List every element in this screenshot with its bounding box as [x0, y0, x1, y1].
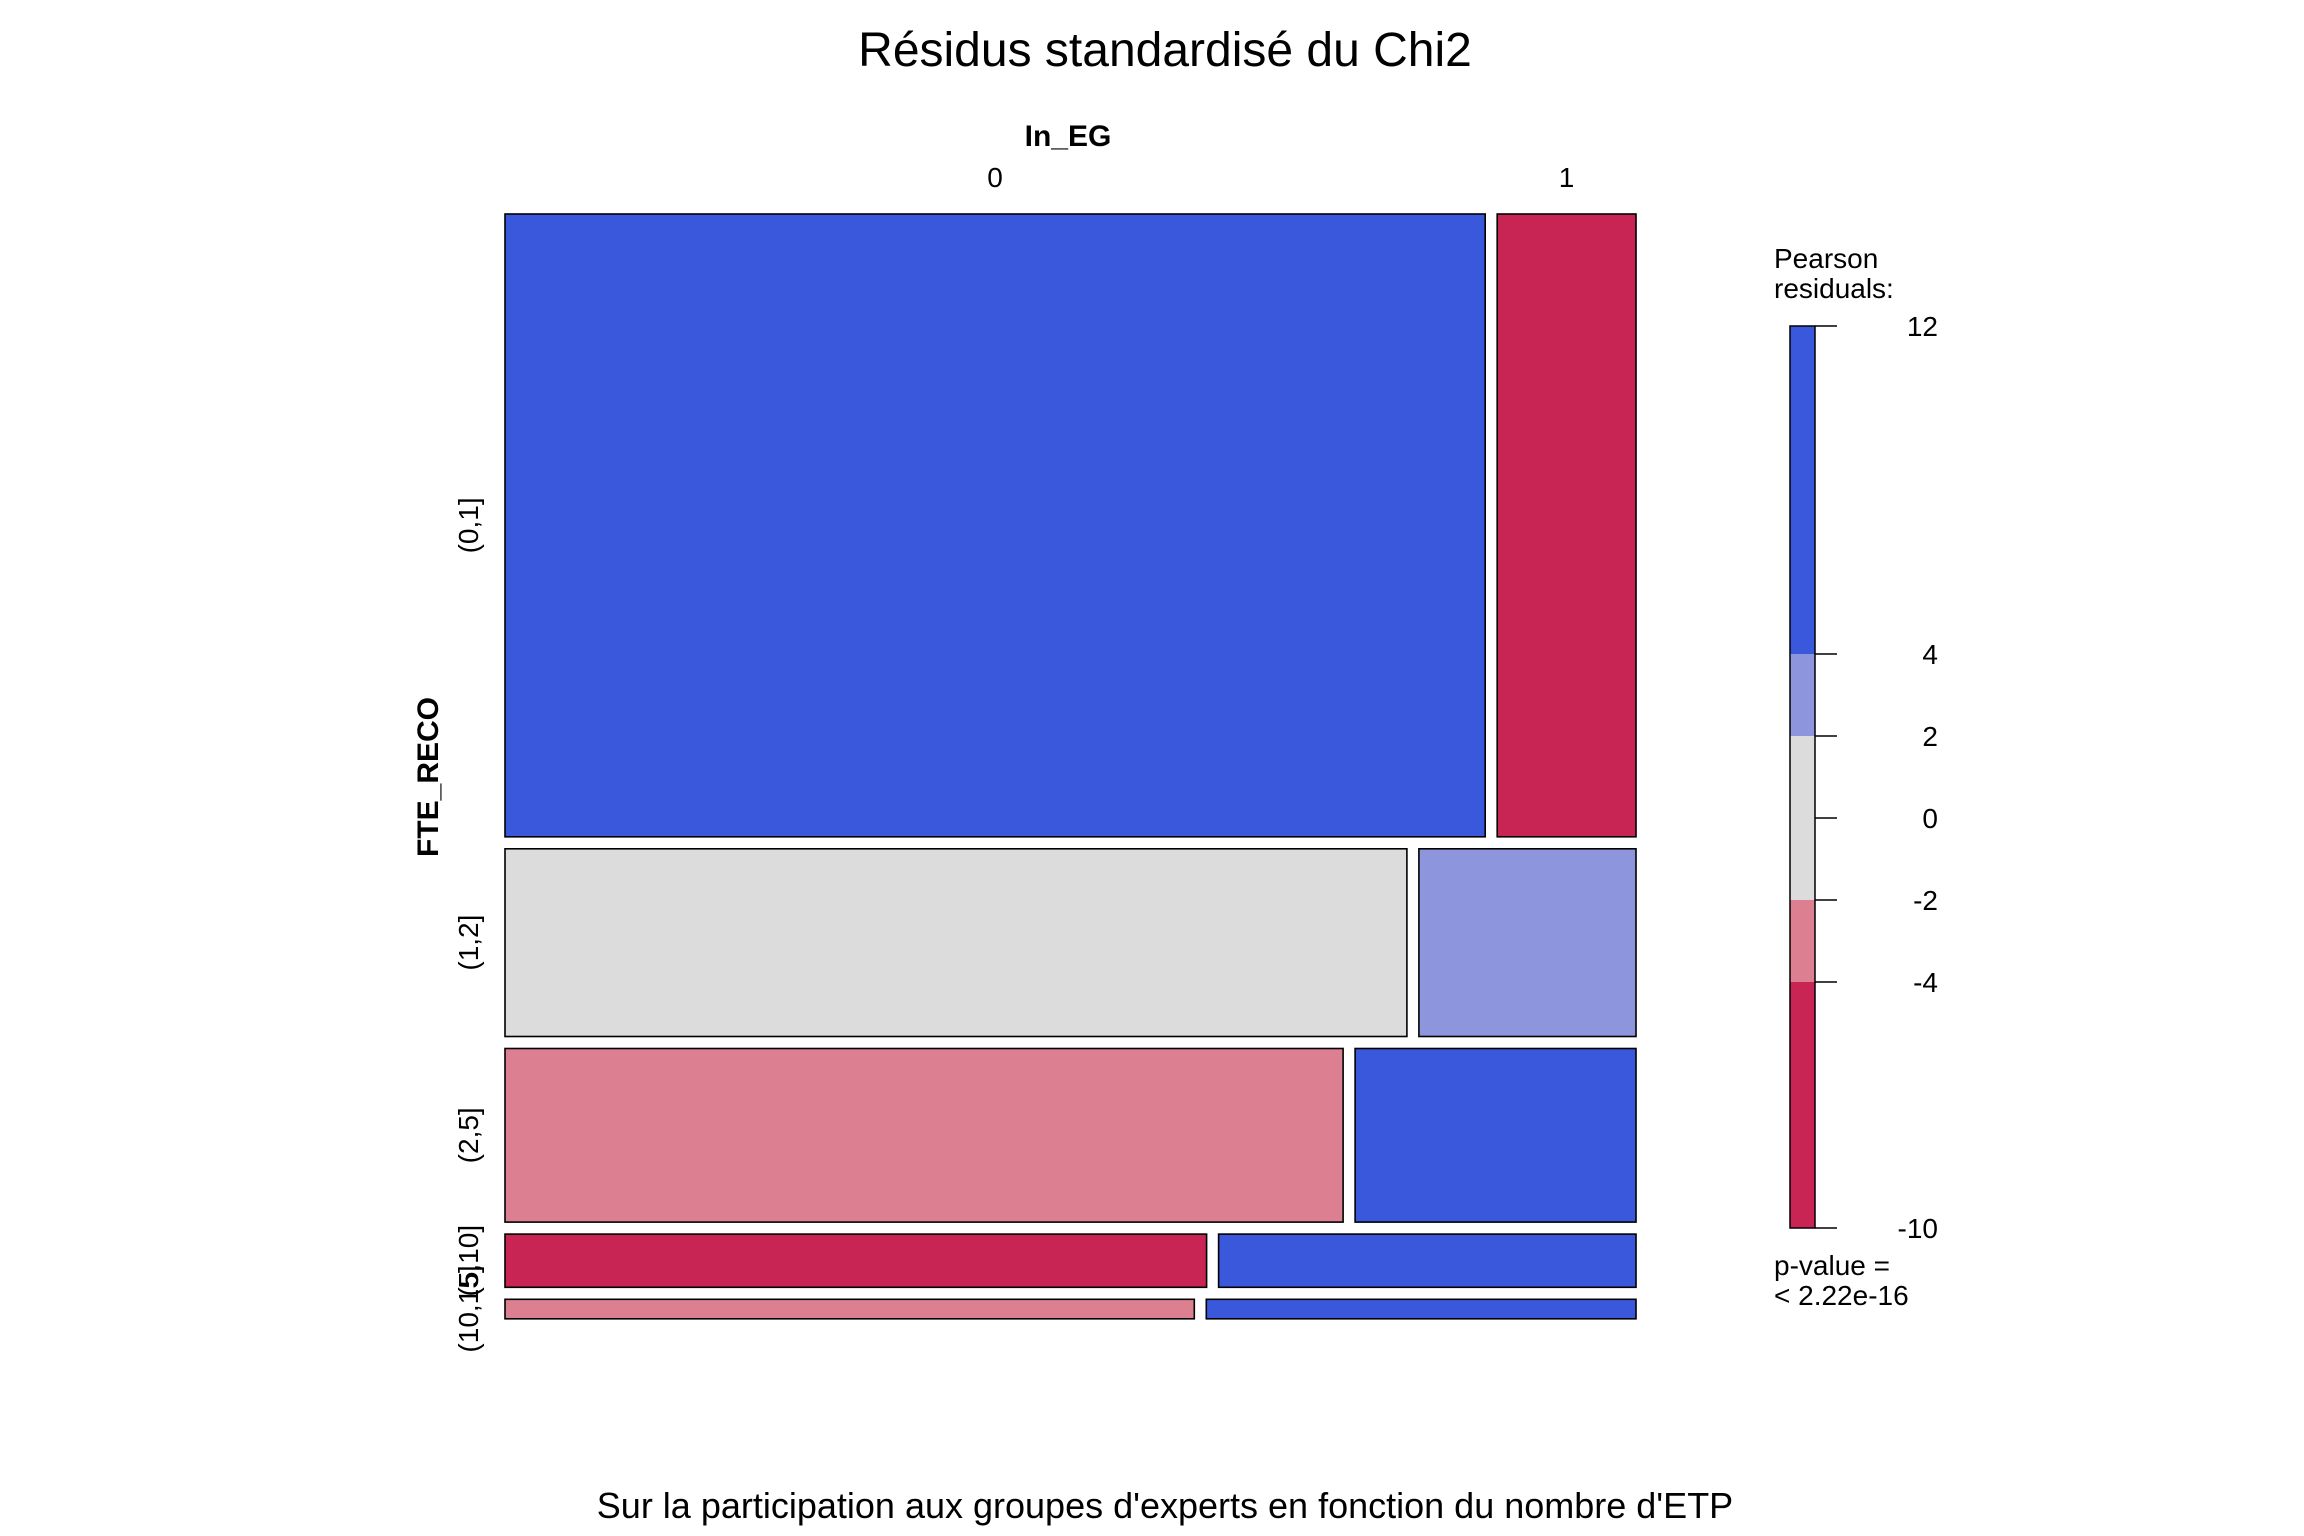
- tile-0-1-col-0: [504, 213, 1487, 838]
- pvalue-label: p-value =: [1774, 1250, 1890, 1281]
- legend-bar-frame: [1789, 325, 1816, 1229]
- tile-10-15-col-0: [504, 1298, 1196, 1320]
- legend-band-pos_mid: [1790, 654, 1815, 736]
- row-level-label-0-1: (0,1]: [453, 497, 484, 553]
- legend-tick-label: -2: [1913, 885, 1938, 916]
- row-variable-label: FTE_RECO: [412, 697, 445, 857]
- tile-2-5-col-0: [504, 1047, 1344, 1223]
- legend-tick-label: 0: [1922, 803, 1938, 834]
- row-level-labels: (0,1] (1,2] (2,5] (5,10](10,15]: [453, 497, 484, 1352]
- column-level-label-0: 0: [987, 162, 1003, 193]
- tile-10-15-col-1: [1205, 1298, 1637, 1320]
- legend-color-bar: [1789, 325, 1816, 1229]
- legend-tick-label: 2: [1922, 721, 1938, 752]
- tile-5-10-col-1: [1217, 1233, 1637, 1289]
- legend-title-line1: Pearson: [1774, 243, 1878, 274]
- legend-tick-label: 4: [1922, 639, 1938, 670]
- legend-tick-label: -10: [1898, 1213, 1938, 1244]
- pvalue-value: < 2.22e-16: [1774, 1280, 1909, 1311]
- row-level-label-5-10: (5,10]: [453, 1225, 484, 1297]
- tile-2-5-col-1: [1354, 1047, 1637, 1223]
- legend-ticks: 12 4 2 0 -2 -4 -10: [1815, 311, 1938, 1244]
- row-level-label-10-15: (10,15]: [453, 1265, 484, 1352]
- row-level-label-2-5: (2,5]: [453, 1107, 484, 1163]
- tile-5-10-col-0: [504, 1233, 1208, 1289]
- residual-legend: Pearson residuals: 12 4 2 0 -2 -4 -10 p-value …: [1774, 243, 1938, 1311]
- chart-title: Résidus standardisé du Chi2: [858, 24, 1472, 77]
- legend-tick-label: 12: [1907, 311, 1938, 342]
- legend-band-pos_strong: [1790, 326, 1815, 654]
- mosaic-tiles: [504, 213, 1637, 1320]
- tile-1-2-col-0: [504, 847, 1408, 1038]
- column-level-label-1: 1: [1559, 162, 1575, 193]
- legend-title-line2: residuals:: [1774, 273, 1894, 304]
- tile-1-2-col-1: [1418, 847, 1637, 1038]
- tile-0-1-col-1: [1496, 213, 1637, 838]
- legend-band-neg_mid: [1790, 900, 1815, 982]
- legend-band-neg_strong: [1790, 982, 1815, 1228]
- row-level-label-1-2: (1,2]: [453, 915, 484, 971]
- column-variable-label: In_EG: [1025, 120, 1112, 153]
- chart-subtitle: Sur la participation aux groupes d'exper…: [597, 1485, 1733, 1526]
- legend-tick-label: -4: [1913, 967, 1938, 998]
- legend-band-neutral: [1790, 736, 1815, 900]
